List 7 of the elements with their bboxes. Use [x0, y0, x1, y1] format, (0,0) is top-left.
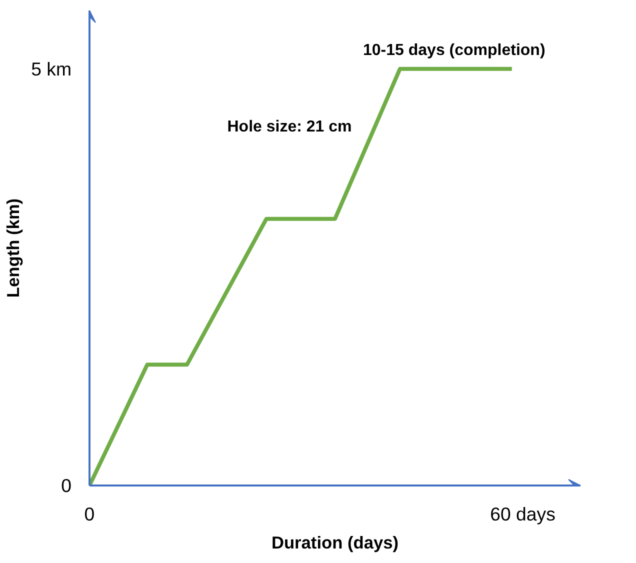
y-tick-label: 5 km	[31, 58, 72, 80]
y-axis-title: Length (km)	[3, 198, 24, 298]
line-series	[90, 66, 514, 486]
x-axis-title: Duration (days)	[271, 532, 399, 552]
annotation: 10-15 days (completion)	[363, 42, 546, 59]
x-tick-label: 60 days	[490, 504, 556, 524]
annotation: Hole size: 21 cm	[227, 118, 352, 136]
